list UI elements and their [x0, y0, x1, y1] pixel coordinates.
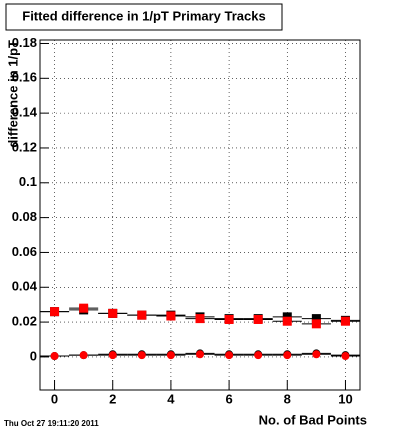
x-tick-label: 4 — [167, 391, 175, 406]
point — [225, 351, 234, 360]
point — [79, 351, 88, 360]
point — [312, 350, 321, 359]
point — [254, 351, 263, 360]
x-tick-label: 0 — [51, 391, 58, 406]
point — [311, 319, 321, 329]
y-tick-label: 0.18 — [12, 35, 37, 50]
y-tick-label: 0.06 — [12, 244, 37, 259]
x-tick-label: 6 — [225, 391, 232, 406]
title-box — [5, 3, 283, 31]
point — [166, 351, 175, 360]
point — [195, 314, 205, 324]
point — [341, 352, 350, 361]
point — [340, 316, 350, 326]
y-tick-label: 0.1 — [19, 174, 37, 189]
x-tick-label: 8 — [284, 391, 291, 406]
point — [50, 352, 59, 361]
point — [224, 314, 234, 324]
point — [137, 310, 147, 320]
y-tick-label: 0.12 — [12, 139, 37, 154]
point — [282, 316, 292, 326]
footer: Thu Oct 27 19:11:20 2011 — [4, 419, 99, 428]
point — [283, 351, 292, 360]
y-tick-label: 0.16 — [12, 70, 37, 85]
point — [166, 311, 176, 321]
point — [108, 308, 118, 318]
point — [50, 307, 60, 317]
point — [311, 314, 321, 324]
y-tick-label: 0.14 — [12, 105, 38, 120]
y-axis-label: difference in 1/pT — [5, 40, 20, 148]
x-tick-label: 10 — [338, 391, 352, 406]
x-axis-label: No. of Bad Points — [259, 412, 367, 427]
y-tick-label: 0.08 — [12, 209, 37, 224]
point — [137, 351, 146, 360]
point — [196, 350, 204, 359]
y-tick-label: 0 — [30, 348, 37, 363]
y-tick-label: 0.04 — [12, 279, 38, 294]
point — [108, 351, 117, 360]
chart-title: Fitted difference in 1/pT Primary Tracks — [22, 8, 265, 23]
x-tick-label: 2 — [109, 391, 116, 406]
point — [79, 303, 89, 313]
plot-frame — [39, 39, 361, 391]
point — [253, 314, 263, 324]
y-tick-label: 0.02 — [12, 314, 37, 329]
